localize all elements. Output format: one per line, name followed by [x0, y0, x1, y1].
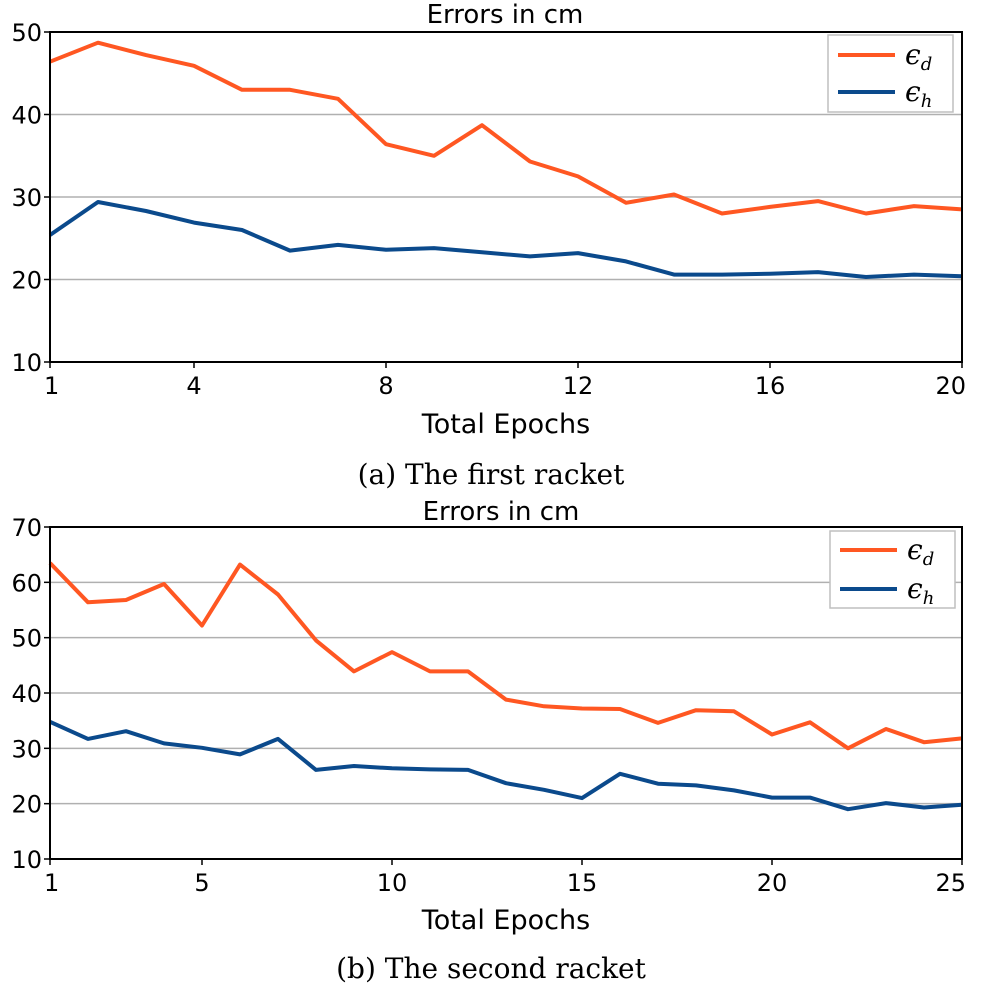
b-y-tick-label: 70: [11, 514, 42, 542]
chart-b-legend: ϵd ϵh: [829, 530, 956, 609]
a-y-tick-label: 20: [11, 267, 42, 295]
b-y-tick-label: 20: [11, 791, 42, 819]
a-y-tick-label: 10: [11, 349, 42, 377]
b-x-tick-label: 10: [377, 869, 408, 897]
b-x-tick-label: 5: [194, 869, 209, 897]
chart-a-series: [48, 40, 963, 279]
b-series-line-h: [49, 719, 963, 812]
b-x-tick-label: 20: [757, 869, 788, 897]
chart-b-series: [48, 561, 963, 812]
chart-a-y-axis: 10 20 30 40 50: [11, 19, 50, 377]
chart-a-legend-label-h: ϵh: [905, 75, 932, 112]
chart-a-x-label: Total Epochs: [421, 409, 590, 440]
chart-a-x-axis: 1 4 8 12 16 20: [44, 362, 966, 400]
chart-a-title: Errors in cm: [427, 0, 584, 30]
a-series-line-h: [48, 200, 963, 279]
b-x-tick-label: 25: [935, 869, 966, 897]
chart-a-legend-label-d: ϵd: [905, 38, 932, 75]
b-series-line-d: [48, 561, 963, 751]
b-x-tick-label: 15: [567, 869, 598, 897]
chart-b-gridlines: [50, 581, 962, 805]
a-x-tick-label: 8: [378, 372, 393, 400]
chart-b-legend-label-d: ϵd: [907, 533, 934, 570]
b-y-tick-label: 10: [11, 846, 42, 874]
b-y-tick-label: 60: [11, 569, 42, 597]
a-x-tick-label: 12: [563, 372, 594, 400]
b-y-tick-label: 40: [11, 680, 42, 708]
chart-a: Errors in cm 10 20 30 40 50 1 4 8 12 16 20 Total …: [11, 0, 966, 491]
a-x-tick-label: 1: [44, 372, 59, 400]
a-series-line-d: [49, 40, 963, 216]
chart-a-legend: ϵd ϵh: [827, 34, 954, 113]
chart-b-caption: (b) The second racket: [336, 952, 646, 985]
chart-a-caption: (a) The first racket: [358, 458, 626, 491]
chart-b-x-label: Total Epochs: [421, 905, 590, 936]
a-x-tick-label: 4: [186, 372, 201, 400]
a-y-tick-label: 40: [11, 102, 42, 130]
chart-b-legend-label-h: ϵh: [907, 572, 934, 609]
a-x-tick-label: 20: [935, 372, 966, 400]
a-y-tick-label: 50: [11, 19, 42, 47]
chart-b-legend-box: [829, 530, 956, 609]
a-y-tick-label: 30: [11, 184, 42, 212]
b-x-tick-label: 1: [44, 869, 59, 897]
chart-b-x-axis: 1 5 10 15 20 25: [44, 859, 966, 897]
b-y-tick-label: 50: [11, 625, 42, 653]
chart-a-gridlines: [50, 113, 962, 281]
b-y-tick-label: 30: [11, 735, 42, 763]
chart-b-y-axis: 10 20 30 40 50 60 70: [11, 514, 50, 874]
chart-a-legend-box: [827, 34, 954, 113]
chart-b-title: Errors in cm: [423, 497, 580, 527]
a-x-tick-label: 16: [755, 372, 786, 400]
